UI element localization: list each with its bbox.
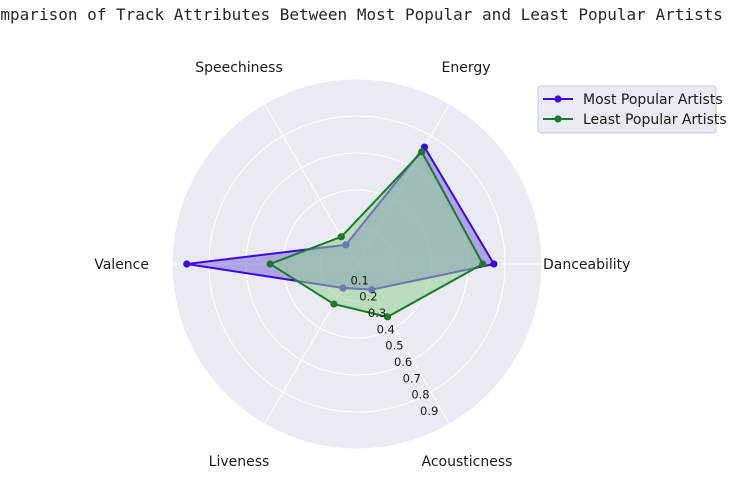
- data-point: [330, 300, 338, 308]
- data-point: [266, 260, 274, 268]
- data-point: [490, 260, 498, 268]
- legend-label: Least Popular Artists: [583, 112, 727, 128]
- legend: Most Popular Artists Least Popular Artist…: [537, 85, 727, 134]
- radar-plot-area: Danceability Energy Speechiness Valence Live…: [94, 60, 630, 470]
- axis-label-liveness: Liveness: [209, 454, 270, 470]
- radial-tick-label: 0.3: [368, 306, 386, 320]
- radial-tick-labels: 0.1 0.2 0.3 0.4 0.5 0.6 0.7 0.8 0.9: [351, 273, 439, 418]
- series-least-popular: [266, 148, 487, 321]
- radial-tick-label: 0.5: [385, 339, 403, 353]
- legend-marker: [554, 115, 562, 123]
- data-point: [183, 260, 191, 268]
- data-point: [479, 260, 487, 268]
- data-point: [383, 313, 392, 321]
- radial-tick-label: 0.9: [420, 404, 438, 418]
- chart-title: Comparison of Track Attributes Between M…: [0, 5, 723, 24]
- radial-tick-label: 0.8: [411, 388, 429, 402]
- axis-labels: Danceability Energy Speechiness Valence Live…: [94, 60, 630, 470]
- legend-marker: [554, 95, 562, 103]
- axis-label-acousticness: Acousticness: [422, 454, 513, 470]
- axis-label-valence: Valence: [94, 257, 149, 273]
- radial-tick-label: 0.6: [394, 355, 412, 369]
- data-point: [418, 148, 426, 156]
- radial-tick-label: 0.2: [359, 290, 377, 304]
- series-fill: [270, 151, 483, 317]
- radial-tick-label: 0.1: [351, 273, 369, 287]
- legend-box: [537, 85, 717, 134]
- axis-label-speechiness: Speechiness: [195, 60, 283, 76]
- data-point: [337, 233, 345, 241]
- radial-tick-label: 0.4: [377, 322, 395, 336]
- legend-label: Most Popular Artists: [583, 92, 723, 108]
- series-layer: [183, 143, 498, 321]
- radial-tick-label: 0.7: [403, 371, 421, 385]
- axis-label-danceability: Danceability: [543, 257, 630, 273]
- axis-label-energy: Energy: [441, 60, 490, 76]
